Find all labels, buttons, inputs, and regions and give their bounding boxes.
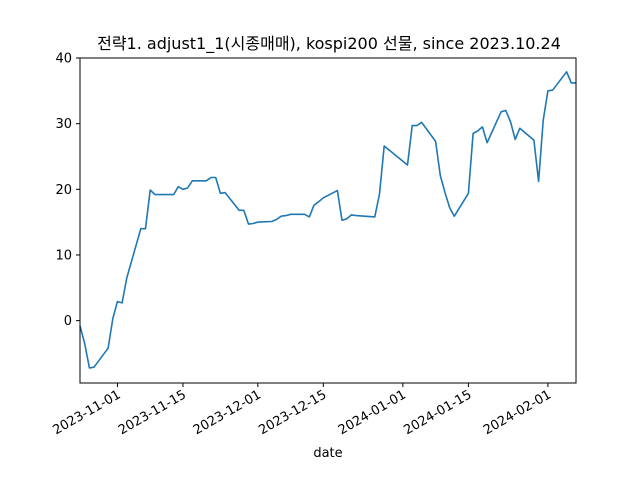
x-tick-label: 2023-12-15 bbox=[256, 387, 329, 438]
y-tick-label: 30 bbox=[55, 117, 72, 132]
y-tick-label: 20 bbox=[55, 183, 72, 198]
plot-area bbox=[79, 71, 576, 369]
x-tick-label: 2023-11-15 bbox=[116, 387, 189, 438]
x-tick-label: 2024-01-15 bbox=[401, 387, 474, 438]
y-axis: 0 10 20 30 40 bbox=[55, 52, 80, 329]
y-tick-label: 0 bbox=[64, 314, 72, 329]
plot-frame bbox=[79, 57, 577, 384]
x-tick-label: 2024-02-01 bbox=[481, 387, 554, 438]
y-tick-label: 40 bbox=[55, 52, 72, 67]
x-tick-label: 2024-01-01 bbox=[336, 387, 409, 438]
y-tick-label: 10 bbox=[55, 248, 72, 263]
x-tick-label: 2023-11-01 bbox=[50, 387, 123, 438]
x-axis-label: date bbox=[313, 446, 342, 461]
x-tick-label: 2023-12-01 bbox=[191, 387, 264, 438]
chart-title: 전략1. adjust1_1(시종매매), kospi200 선물, since… bbox=[97, 34, 561, 54]
series-line bbox=[79, 71, 576, 369]
